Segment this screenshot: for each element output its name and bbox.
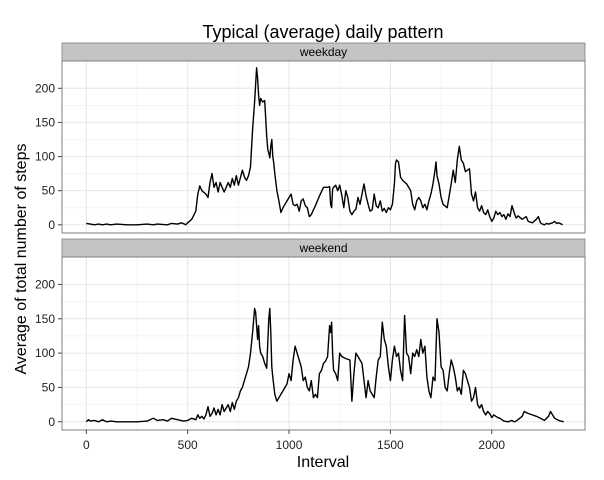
x-tick-label: 0 [83,438,90,452]
chart-title: Typical (average) daily pattern [202,22,443,42]
y-axis-title: Average of total number of steps [13,144,30,375]
x-tick-label: 2000 [478,438,505,452]
x-tick-label: 1500 [377,438,404,452]
x-tick-label: 1000 [276,438,303,452]
plot-background [62,61,585,233]
facet-strip-label: weekday [299,45,347,59]
y-tick-label: 100 [35,346,55,360]
y-tick-label: 150 [35,115,55,129]
y-tick-label: 0 [48,415,55,429]
y-tick-label: 0 [48,218,55,232]
facet-strip-label: weekend [298,241,347,255]
panels-layer: weekday 0 50 100 150 200 weekend 0 50 100 150 200 [35,42,586,431]
facet-panel-weekday: weekday 0 50 100 150 200 [35,42,586,234]
plot-background [62,257,585,430]
panel-border [61,256,586,431]
facet-panel-weekend: weekend 0 50 100 150 200 [35,238,586,431]
y-tick-label: 150 [35,312,55,326]
y-tick-label: 200 [35,277,55,291]
x-axis-title: Interval [297,454,349,471]
x-tick-label: 500 [178,438,198,452]
y-tick-label: 50 [42,184,56,198]
x-axis: 0 500 1000 1500 2000 [83,430,505,452]
y-tick-label: 100 [35,150,55,164]
y-tick-label: 50 [42,380,56,394]
series-line-weekday [86,67,564,226]
panel-border [61,60,586,234]
y-tick-label: 200 [35,81,55,95]
series-line-weekend [85,307,564,423]
